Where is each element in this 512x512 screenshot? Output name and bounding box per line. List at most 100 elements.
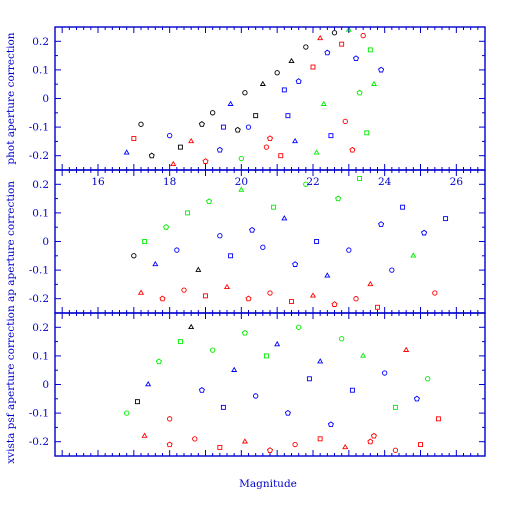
data-point (131, 136, 137, 141)
data-point (288, 57, 295, 64)
data-point (317, 358, 324, 364)
data-point (349, 387, 355, 393)
data-point (289, 299, 294, 305)
data-point (134, 399, 140, 405)
data-point (148, 152, 155, 159)
data-point (167, 133, 173, 139)
data-point (367, 280, 374, 287)
data-point (331, 301, 338, 307)
data-points (123, 26, 385, 167)
data-point (260, 244, 266, 250)
data-point (227, 100, 234, 106)
x-axis-label: Magnitude (239, 478, 297, 490)
data-point (155, 358, 162, 365)
data-point (285, 113, 291, 119)
data-point (432, 290, 438, 296)
y-tick-label: -0.1 (29, 408, 49, 420)
data-point (131, 253, 137, 259)
data-point (138, 121, 144, 127)
data-point (152, 260, 159, 267)
data-point (410, 252, 417, 258)
data-point (166, 441, 173, 448)
y-tick-label: 0 (42, 379, 49, 391)
data-point (284, 409, 291, 416)
data-point (303, 44, 309, 50)
data-point (245, 124, 252, 130)
data-point (192, 436, 198, 442)
y-axis-label: xvista psf aperture correction (5, 305, 17, 464)
data-point (231, 366, 238, 372)
y-tick-label: -0.2 (29, 150, 49, 162)
data-point (392, 404, 398, 410)
data-point (378, 66, 385, 73)
panel-frame (54, 312, 486, 457)
data-point (141, 432, 148, 438)
data-point (292, 441, 298, 448)
data-point (242, 90, 248, 96)
data-point (418, 442, 423, 448)
data-point (238, 155, 244, 162)
data-point (392, 447, 399, 453)
x-tick-label: 24 (378, 176, 392, 188)
data-point (228, 253, 234, 259)
data-point (249, 226, 256, 233)
data-point (306, 376, 312, 382)
data-point (185, 210, 191, 216)
y-tick-label: 0 (42, 236, 49, 248)
data-point (367, 438, 374, 445)
x-tick-label: 26 (450, 176, 464, 188)
data-point (360, 352, 367, 358)
data-point (295, 78, 302, 84)
data-point (159, 295, 166, 302)
data-point (317, 436, 323, 442)
data-point (281, 215, 288, 221)
y-tick-label: -0.1 (29, 265, 49, 277)
data-point (271, 204, 277, 210)
data-point (339, 41, 345, 47)
y-tick-label: -0.2 (29, 436, 49, 448)
data-point (357, 176, 363, 182)
data-point (435, 416, 441, 422)
data-point (364, 130, 370, 136)
data-point (177, 339, 183, 345)
data-point (346, 247, 352, 253)
data-point (163, 224, 170, 230)
x-tick-label: 18 (163, 176, 176, 188)
y-tick-label: -0.2 (29, 293, 49, 305)
y-tick-label: 0.1 (32, 350, 49, 362)
panel-frame (54, 169, 486, 314)
data-point (320, 100, 327, 106)
data-points (124, 323, 441, 453)
panel-1: 0.2 0.1 0 -0.1 -0.2 phot aperture correction (5, 26, 486, 171)
data-point (181, 287, 187, 293)
data-point (356, 89, 363, 96)
data-point (198, 387, 205, 393)
data-point (188, 323, 195, 330)
data-point (378, 221, 385, 227)
data-point (188, 137, 195, 144)
x-tick-label: 16 (91, 176, 105, 188)
data-point (317, 34, 324, 41)
data-point (425, 376, 431, 382)
data-point (413, 395, 420, 402)
data-point (234, 126, 241, 133)
data-point (370, 80, 377, 86)
panel-2: 0.2 0.1 0 -0.1 -0.2 16 18 20 22 24 26 ap aperture c… (5, 169, 486, 314)
data-point (206, 198, 213, 205)
data-point (266, 135, 274, 142)
data-point (267, 290, 273, 296)
data-point (274, 340, 281, 347)
x-tick-label: 22 (306, 176, 319, 188)
data-point (375, 304, 380, 310)
data-point (210, 110, 216, 116)
data-point (342, 118, 348, 125)
data-point (145, 380, 152, 387)
data-point (195, 266, 202, 272)
data-point (259, 80, 266, 86)
data-point (339, 336, 345, 342)
data-point (223, 283, 231, 290)
data-points (131, 176, 449, 310)
panel-frame (54, 26, 486, 171)
